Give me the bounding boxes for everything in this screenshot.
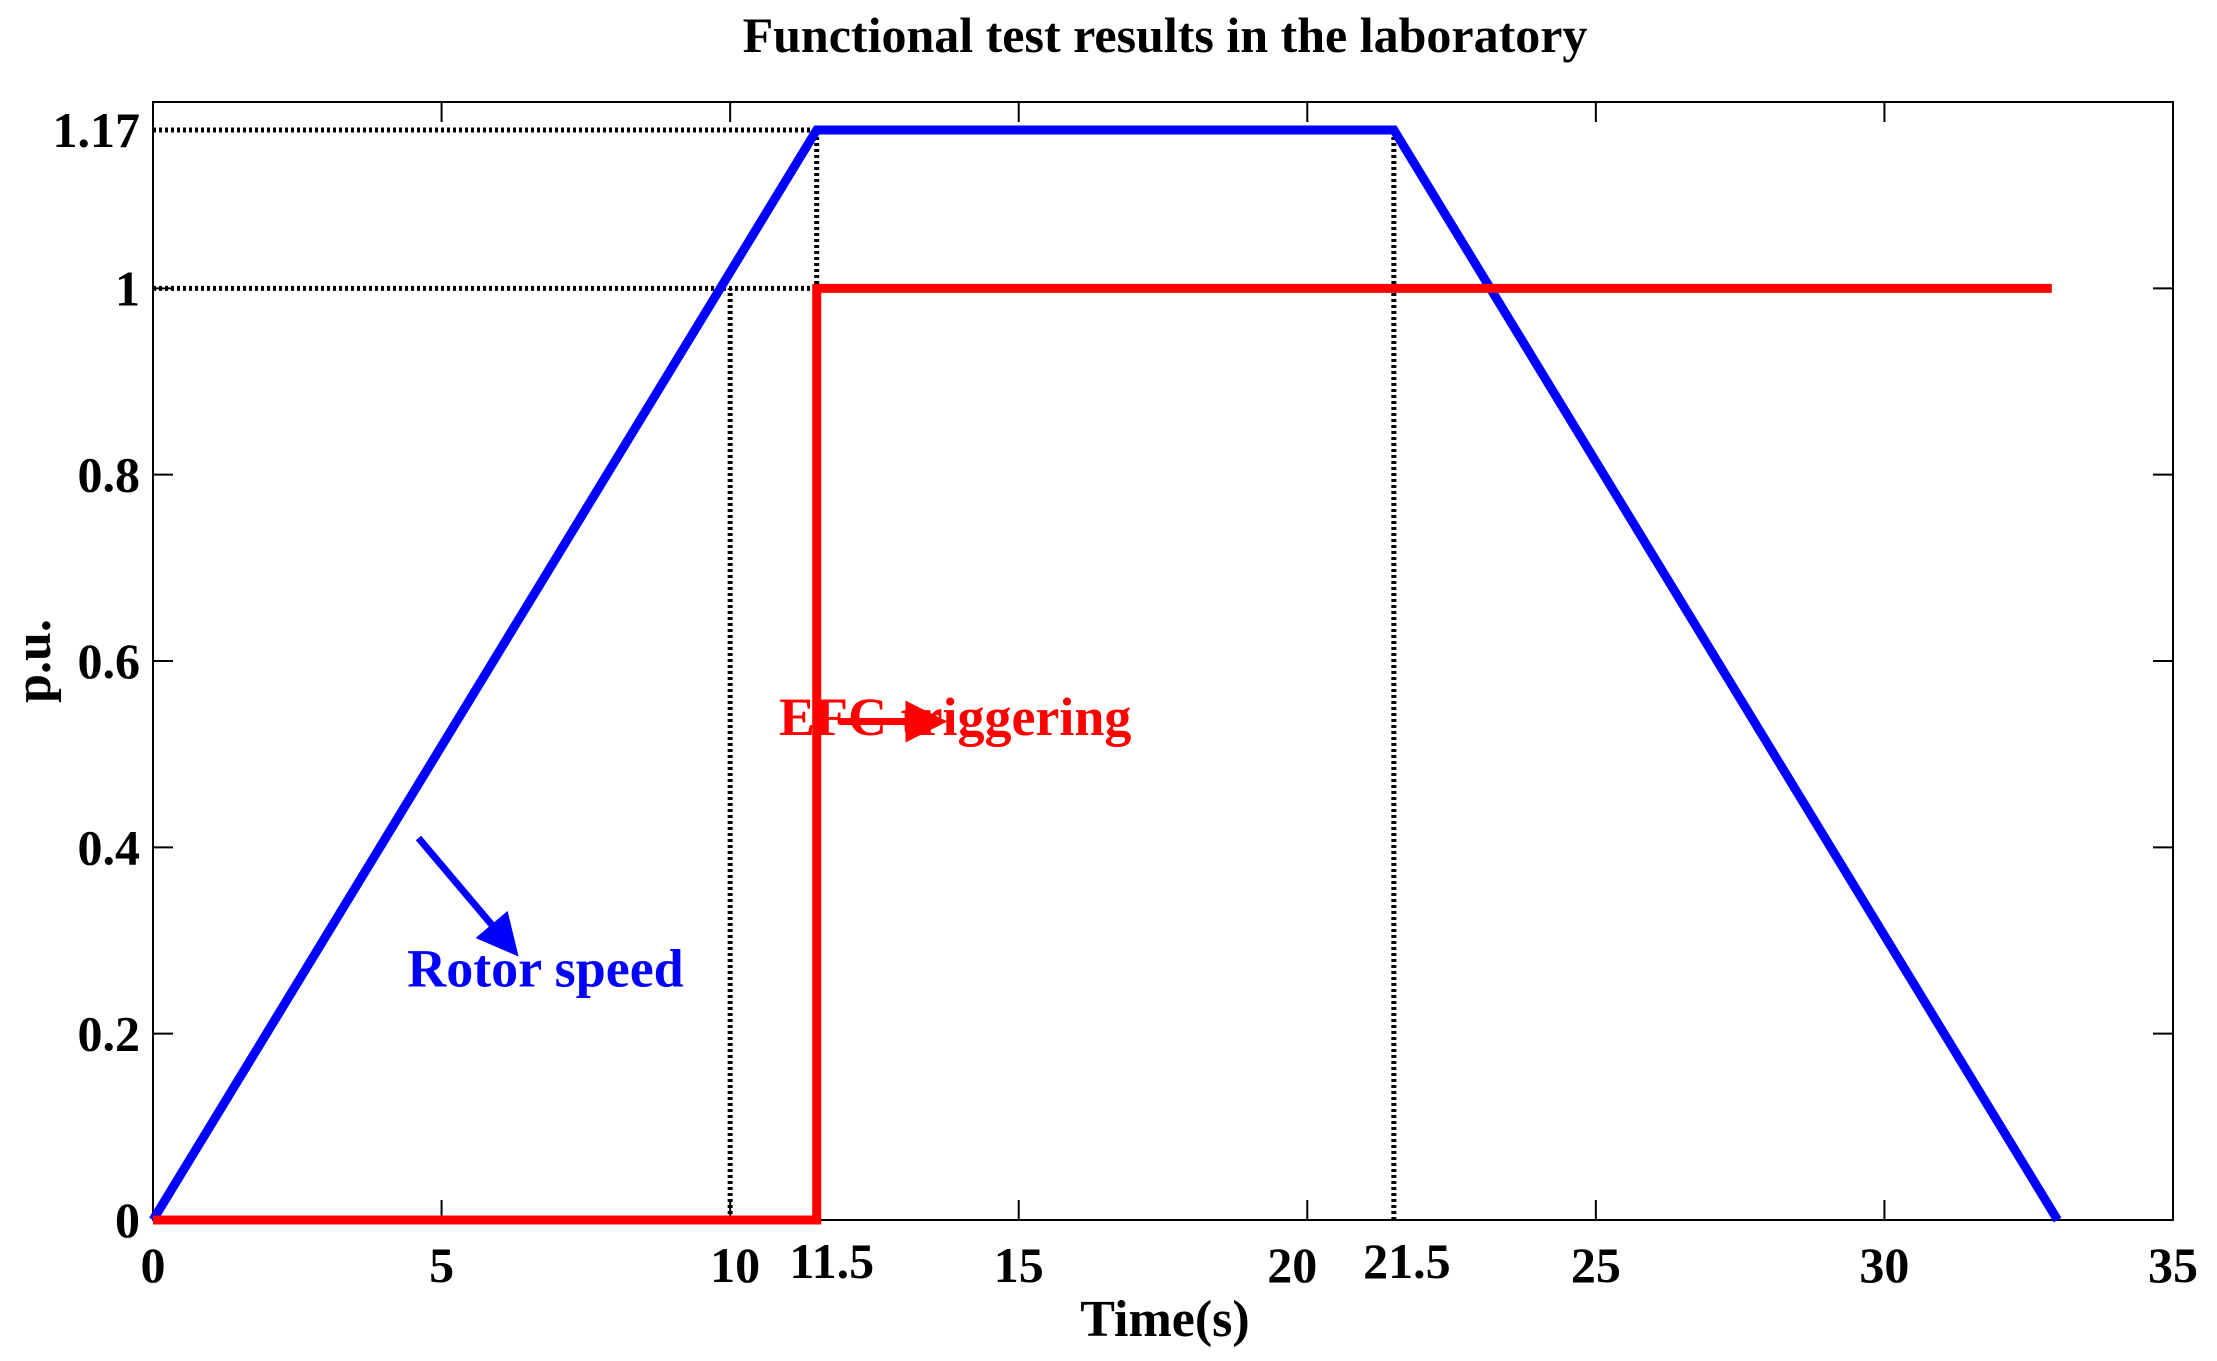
x-tick-label: 0 — [141, 1237, 166, 1293]
annotation-label: EFC triggering — [779, 687, 1131, 747]
x-tick-label: 21.5 — [1363, 1233, 1451, 1289]
plot-area — [152, 101, 2174, 1221]
y-tick-label: 0 — [115, 1192, 140, 1248]
x-tick-label: 20 — [1267, 1237, 1317, 1293]
series-line-efc-triggering — [153, 283, 2052, 1225]
x-tick-label: 30 — [1859, 1237, 1909, 1293]
x-tick-label: 5 — [429, 1237, 454, 1293]
series-line-rotor-speed — [149, 125, 2062, 1223]
y-tick-label: 0.4 — [78, 819, 141, 875]
x-tick-label: 11.5 — [789, 1233, 874, 1289]
chart-title: Functional test results in the laborator… — [743, 7, 1588, 63]
y-tick-label: 0.2 — [78, 1006, 141, 1062]
y-tick-label: 1 — [115, 260, 140, 316]
y-axis-label: p.u. — [5, 619, 62, 703]
axis-ticks: 0 5 10 11.5 15 20 21.5 25 30 35 0 0.2 0.4 0.6 0.8 1 1.17 — [53, 102, 2199, 1293]
y-tick-label: 0.8 — [78, 447, 141, 503]
x-tick-label: 15 — [994, 1237, 1044, 1293]
x-tick-label: 35 — [2148, 1237, 2198, 1293]
series-lines — [149, 125, 2062, 1225]
y-tick-label: 0.6 — [78, 633, 141, 689]
annotation-arrow — [415, 835, 519, 957]
x-tick-label: 25 — [1571, 1237, 1621, 1293]
x-axis-label: Time(s) — [1080, 1291, 1249, 1348]
annotations: Rotor speed EFC triggering — [407, 687, 1131, 999]
annotation-label: Rotor speed — [407, 938, 684, 998]
y-tick-label: 1.17 — [53, 102, 141, 158]
x-tick-label: 10 — [710, 1237, 760, 1293]
